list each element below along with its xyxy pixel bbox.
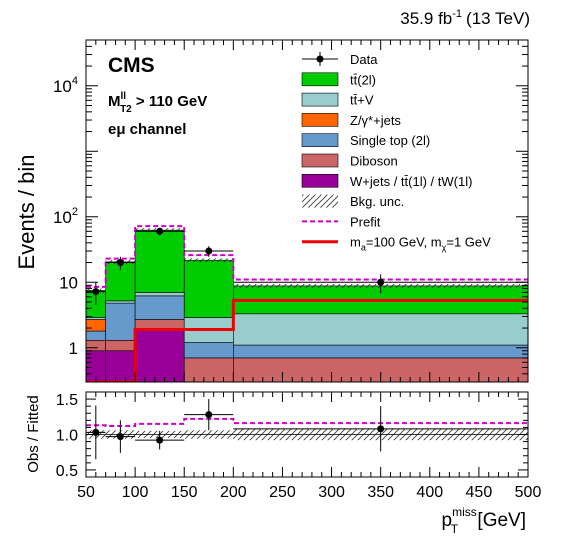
ratio-point — [205, 411, 213, 419]
main-plot: 1 10 102 104 — [53, 39, 529, 383]
channel-label: eμ channel — [108, 121, 186, 138]
bar-ttV — [86, 317, 106, 320]
data-point — [156, 227, 164, 235]
legend-label: tt̄+V — [350, 93, 374, 108]
legend-swatch-bkg-unc — [302, 194, 338, 208]
cms-label: CMS — [108, 54, 155, 77]
x-tick-label: 350 — [367, 484, 394, 501]
ratio-point — [116, 433, 124, 441]
x-tick-label: 250 — [269, 484, 296, 501]
ratio-point — [377, 425, 385, 433]
legend-swatch-diboson — [301, 153, 339, 168]
signal-line — [86, 298, 528, 382]
bar-singletop — [183, 342, 234, 359]
x-tick-label: 400 — [416, 484, 443, 501]
bar-singletop — [134, 295, 185, 320]
energy-label: 35.9 fb-1 (13 TeV) — [400, 8, 530, 28]
bar-ttbar — [183, 259, 234, 318]
y-tick-label: 104 — [53, 75, 78, 96]
bar-singletop — [233, 344, 528, 359]
ratio-plot: 0.5 1.0 1.5 50 100 150 200 250 300 350 400 450 500 — [56, 391, 542, 501]
data-point — [377, 278, 385, 286]
ratio-y-tick-label: 1.5 — [56, 392, 78, 409]
legend-swatch-ttbar — [301, 72, 339, 87]
legend-label: Single top (2l) — [350, 133, 430, 148]
bar-diboson — [105, 339, 136, 352]
bar-diboson — [183, 357, 234, 382]
ratio-prefit-line — [86, 417, 528, 427]
ratio-y-tick-label: 1.0 — [56, 428, 78, 445]
legend-swatch-singletop — [301, 133, 339, 147]
legend-swatch-wjets — [301, 174, 339, 188]
x-tick-label: 100 — [122, 484, 149, 501]
prefit-line — [86, 225, 528, 288]
y-tick-label: 10 — [59, 273, 78, 292]
y-tick-label: 102 — [53, 206, 78, 227]
legend-label: Z/γ*+jets — [350, 113, 401, 128]
legend-swatch-dy — [301, 113, 339, 127]
x-tick-label: 50 — [77, 484, 95, 501]
y-tick-label: 1 — [69, 339, 78, 358]
bar-diboson — [86, 339, 106, 352]
ratio-y-tick-label: 0.5 — [56, 463, 78, 480]
x-axis-label: pmiss T [GeV] — [442, 505, 526, 536]
legend-label: Data — [350, 52, 378, 67]
bar-singletop — [105, 302, 136, 341]
bar-ttbar — [134, 229, 185, 293]
ratio-point — [156, 436, 164, 444]
data-point — [92, 288, 100, 296]
bar-ttV — [105, 300, 136, 304]
x-tick-label: 450 — [466, 484, 493, 501]
x-tick-label: 200 — [220, 484, 247, 501]
legend-label: W+jets / tt̄(1l) / tW(1l) — [350, 174, 472, 189]
x-tick-label: 150 — [171, 484, 198, 501]
bar-singletop — [86, 330, 106, 341]
data-point — [205, 247, 213, 255]
main-frame — [85, 39, 529, 383]
bar-dy — [86, 319, 106, 332]
legend-swatch-ttV — [301, 92, 339, 107]
data-point — [116, 259, 124, 267]
legend-data-marker — [316, 55, 324, 63]
x-tick-label: 500 — [515, 484, 542, 501]
cut-label: Mll T2 > 110 GeV — [108, 91, 207, 115]
x-tick-label: 300 — [318, 484, 345, 501]
legend: Data tt̄(2l) tt̄+V Z/γ*+jets Single top (2l)… — [301, 52, 491, 253]
legend-label: Bkg. unc. — [350, 194, 404, 209]
ratio-y-axis-label: Obs / Fitted — [25, 395, 42, 473]
bar-ttV — [233, 313, 528, 346]
legend-label: Diboson — [350, 154, 398, 169]
bar-wjets — [105, 350, 136, 382]
bar-ttV — [134, 292, 185, 297]
legend-label: Prefit — [350, 214, 381, 229]
legend-label: tt̄(2l) — [350, 72, 376, 87]
bar-wjets — [134, 329, 185, 382]
bkg-unc-band — [184, 258, 234, 263]
y-axis-label: Events / bin — [14, 155, 39, 270]
legend-label: ma=100 GeV, mχ=1 GeV — [350, 235, 491, 253]
